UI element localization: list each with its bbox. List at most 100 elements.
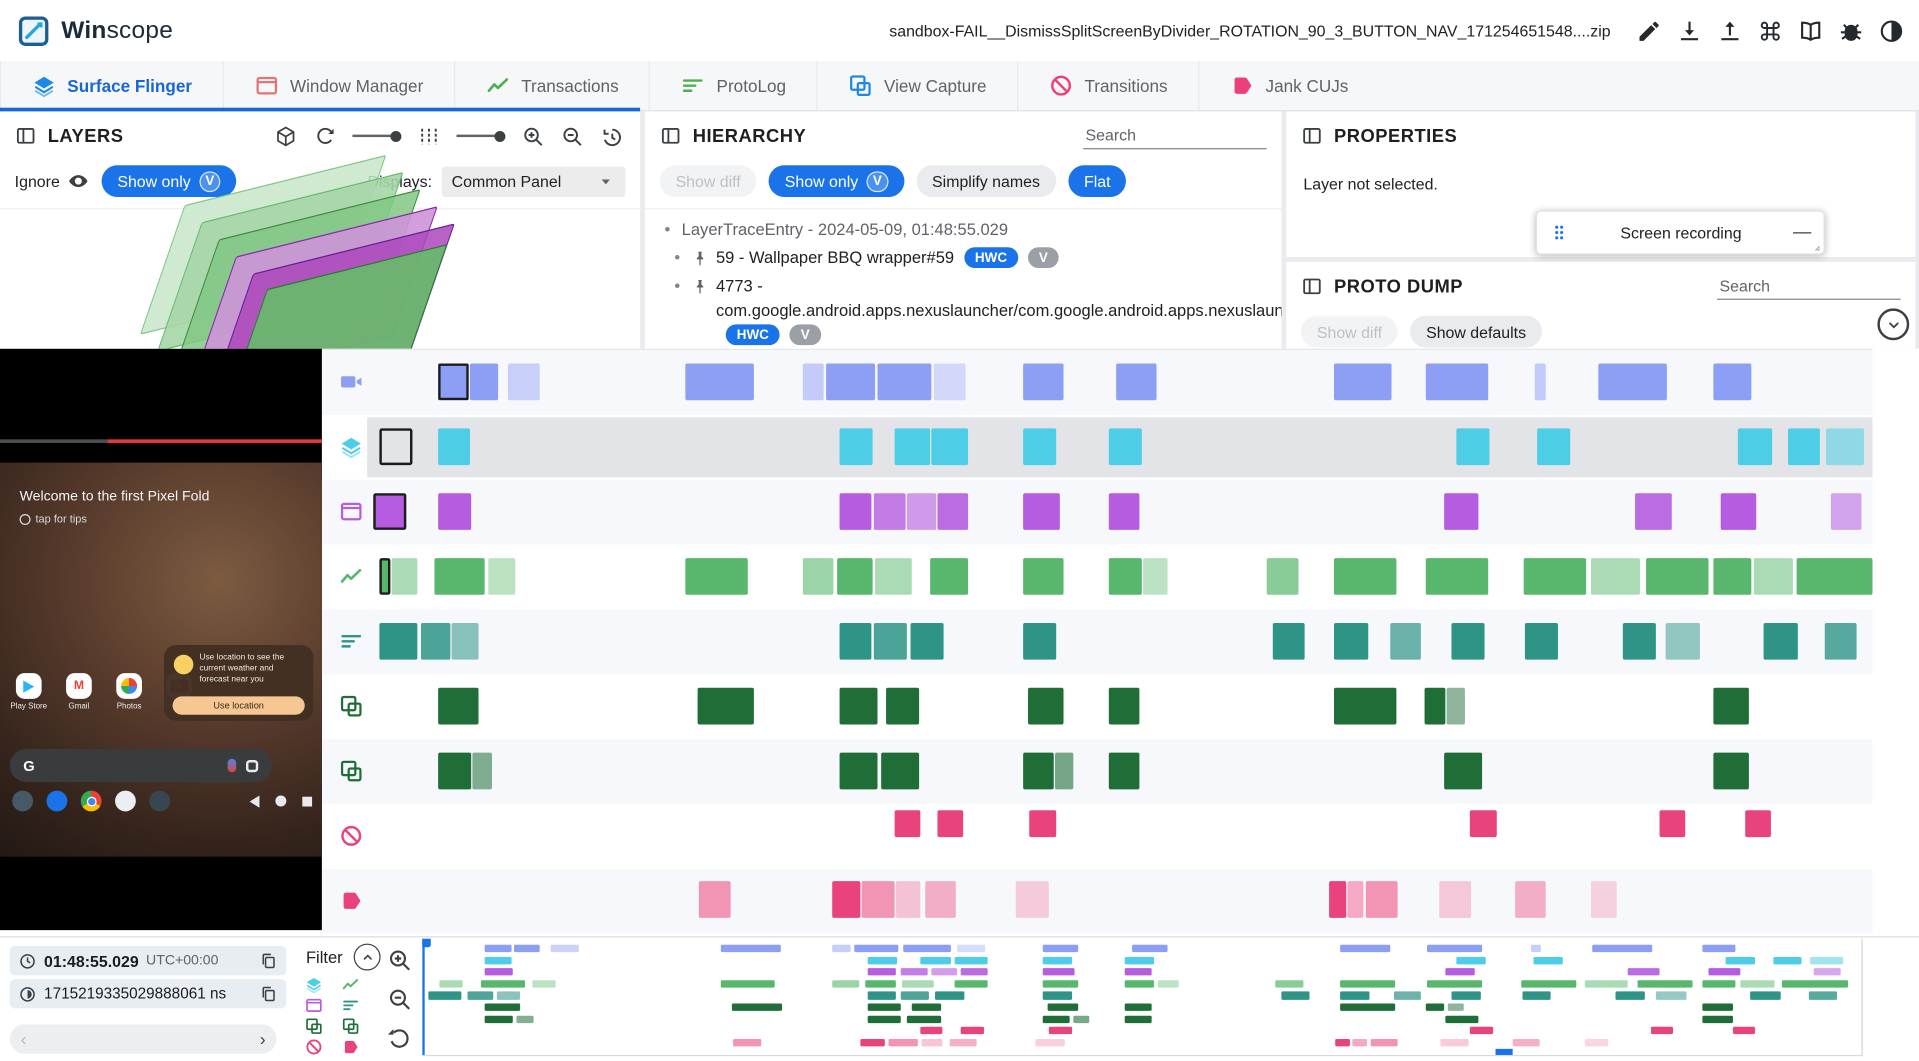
tab-transactions[interactable]: Transactions (453, 61, 649, 111)
trace-block-view-capture-taskbar[interactable] (1713, 687, 1749, 725)
trace-block-view-capture-launcher[interactable] (472, 752, 492, 790)
back-button[interactable] (249, 794, 260, 808)
trace-block-screen-recording[interactable] (1534, 363, 1546, 401)
trace-block-surface-flinger[interactable] (1788, 428, 1820, 466)
trace-block-transactions[interactable] (1591, 558, 1640, 595)
trace-block-surface-flinger[interactable] (1825, 428, 1864, 466)
drag-handle-icon[interactable] (1549, 223, 1569, 243)
trace-block-surface-flinger[interactable] (931, 428, 969, 466)
trace-block-view-capture-launcher[interactable] (839, 752, 878, 790)
trace-block-jank-cujs[interactable] (832, 881, 861, 918)
show-diff-button[interactable]: Show diff (1300, 315, 1398, 348)
mic-icon[interactable] (227, 758, 237, 773)
selected-entry-outline[interactable] (379, 558, 391, 595)
timeline-zoom-reset-icon[interactable] (387, 1026, 413, 1052)
trace-block-protolog[interactable] (1272, 622, 1305, 660)
tab-jank-cujs[interactable]: Jank CUJs (1198, 61, 1379, 111)
trace-block-screen-recording[interactable] (1713, 363, 1752, 401)
trace-block-window-manager[interactable] (1635, 493, 1672, 530)
trace-block-screen-recording[interactable] (1333, 363, 1392, 401)
trace-block-view-capture-taskbar[interactable] (1028, 687, 1064, 725)
trace-block-jank-cujs[interactable] (1347, 881, 1364, 918)
copy-icon[interactable] (259, 952, 277, 970)
trace-block-surface-flinger[interactable] (1108, 428, 1142, 466)
trace-block-view-capture-taskbar[interactable] (839, 687, 878, 725)
scroll-right-icon[interactable]: › (259, 1029, 266, 1049)
trace-block-jank-cujs[interactable] (1591, 881, 1617, 918)
minimize-icon[interactable]: — (1792, 221, 1812, 243)
trace-block-transitions[interactable] (1659, 810, 1686, 838)
dock-app-icon[interactable] (149, 790, 171, 812)
trace-block-view-capture-launcher[interactable] (1054, 752, 1074, 790)
contr[interactable] (1879, 18, 1905, 44)
trace-block-transactions[interactable] (1023, 558, 1064, 595)
recents-button[interactable] (302, 796, 313, 806)
trace-block-view-capture-taskbar[interactable] (1333, 687, 1397, 725)
trace-block-transactions[interactable] (1753, 558, 1793, 595)
trace-block-window-manager[interactable] (1444, 493, 1479, 530)
trace-block-protolog[interactable] (1524, 622, 1558, 660)
pin-icon[interactable] (691, 277, 708, 294)
trace-block-screen-recording[interactable] (1116, 363, 1157, 401)
trace-block-surface-flinger[interactable] (1023, 428, 1057, 466)
trace-block-transactions[interactable] (837, 558, 873, 595)
dock-app-icon[interactable] (12, 790, 34, 812)
trace-block-transactions[interactable] (391, 558, 418, 595)
trace-block-screen-recording[interactable] (877, 363, 932, 401)
trace-block-screen-recording[interactable] (1598, 363, 1667, 401)
trace-block-surface-flinger[interactable] (894, 428, 931, 466)
trace-block-surface-flinger[interactable] (1737, 428, 1773, 466)
tab-surface-flinger[interactable]: Surface Flinger (0, 61, 223, 111)
mini-timeline[interactable] (422, 938, 1863, 1057)
trace-block-protolog[interactable] (1824, 622, 1857, 660)
trace-block-transitions[interactable] (1469, 810, 1497, 838)
trace-block-transitions[interactable] (1745, 810, 1771, 838)
trace-block-screen-recording[interactable] (802, 363, 824, 401)
simplify-names-button[interactable]: Simplify names (916, 165, 1056, 198)
upload-icon[interactable] (1717, 18, 1743, 44)
flat-button[interactable]: Flat (1068, 165, 1127, 198)
3d-view-icon[interactable] (274, 124, 297, 147)
tree-node[interactable]: • 4773 - com.google.android.apps.nexuslau… (662, 272, 1281, 349)
trace-block-view-capture-launcher[interactable] (1444, 752, 1483, 790)
filter-jank-icon[interactable] (341, 1038, 359, 1056)
trace-block-view-capture-launcher[interactable] (1023, 752, 1054, 790)
trace-block-transactions[interactable] (1425, 558, 1489, 595)
trace-block-view-capture-taskbar[interactable] (1424, 687, 1446, 725)
tab-window-manager[interactable]: Window Manager (222, 61, 454, 111)
bug-icon[interactable] (1838, 18, 1864, 44)
trace-block-view-capture-launcher[interactable] (438, 752, 472, 790)
filter-notes-icon[interactable] (341, 996, 359, 1014)
app-photos[interactable]: Photos (110, 673, 148, 711)
trace-block-transactions[interactable] (930, 558, 969, 595)
screen-recording-window-titlebar[interactable]: Screen recording — (1535, 210, 1825, 255)
filter-layers-icon[interactable] (305, 975, 323, 994)
trace-block-transactions[interactable] (685, 558, 748, 595)
timeline-zoom-in-icon[interactable] (387, 947, 413, 973)
app-play-store[interactable]: Play Store (10, 673, 48, 711)
trace-block-protolog[interactable] (1622, 622, 1656, 660)
trace-block-protolog[interactable] (451, 622, 479, 660)
timeline-cursor[interactable] (422, 938, 425, 1055)
camera-icon[interactable] (115, 790, 136, 812)
trace-block-window-manager[interactable] (873, 493, 906, 530)
show-only-visible-button[interactable]: Show only V (101, 165, 237, 198)
trace-block-jank-cujs[interactable] (1439, 881, 1472, 918)
trace-block-protolog[interactable] (873, 622, 907, 660)
trace-block-view-capture-taskbar[interactable] (886, 687, 920, 725)
ignore-visibility-toggle[interactable]: Ignore (15, 170, 90, 192)
trace-block-window-manager[interactable] (1108, 493, 1140, 530)
filter-chart-icon[interactable] (341, 975, 359, 993)
trace-block-transactions[interactable] (802, 558, 834, 595)
google-search-bar[interactable]: G (9, 748, 272, 783)
zoom-out-icon[interactable] (561, 124, 584, 147)
trace-block-transactions[interactable] (1523, 558, 1587, 595)
displays-select[interactable]: Common Panel (441, 165, 626, 197)
trace-block-jank-cujs[interactable] (1515, 881, 1546, 918)
trace-block-protolog[interactable] (1390, 622, 1421, 660)
timeline-zoom-out-icon[interactable] (387, 986, 413, 1012)
tree-root-node[interactable]: • LayerTraceEntry - 2024-05-09, 01:48:55.… (662, 215, 1264, 243)
trace-block-jank-cujs[interactable] (1329, 881, 1347, 918)
trace-block-window-manager[interactable] (906, 493, 937, 530)
location-notification-card[interactable]: Use location to see the current weather … (163, 644, 314, 721)
